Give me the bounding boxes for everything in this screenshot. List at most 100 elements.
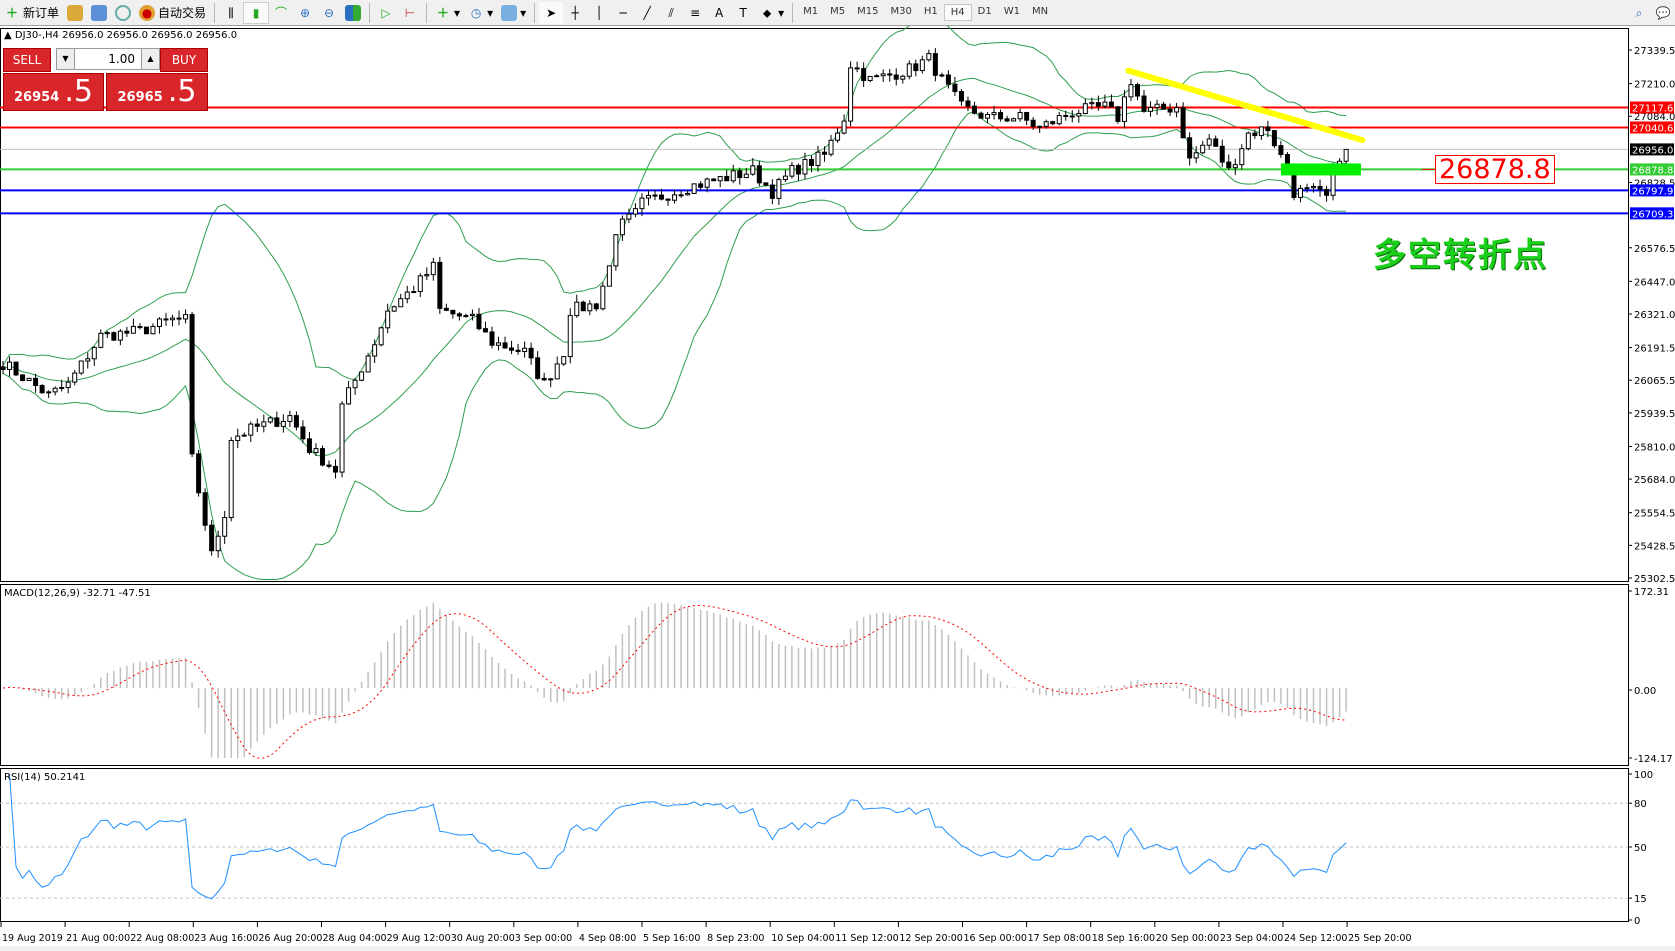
signals-button[interactable] (111, 2, 135, 24)
buy-button[interactable]: BUY (160, 48, 208, 72)
tile-windows-button[interactable] (341, 2, 365, 24)
level-price-tag (1630, 101, 1674, 114)
bear-candle (489, 331, 495, 346)
timeframe-mn[interactable]: MN (1031, 6, 1049, 17)
chat-button[interactable]: 💬 (1651, 2, 1675, 24)
support-zone (1280, 163, 1361, 176)
bear-candle (333, 465, 339, 473)
bull-candle (554, 363, 560, 380)
bull-candle (900, 75, 906, 80)
text-button[interactable]: A (707, 2, 731, 24)
candlestick-button[interactable]: ▮ (243, 1, 270, 24)
lot-increase-button[interactable]: ▲ (141, 49, 159, 69)
bear-candle (482, 328, 488, 333)
level-price-label: 26956.0 (1632, 145, 1673, 156)
periods-button[interactable]: ◷ ▾ (464, 2, 497, 24)
indicators-button[interactable]: ＋ ▾ (437, 5, 461, 20)
horizontal-line-button[interactable]: ─ (611, 2, 635, 24)
bull-candle (1082, 103, 1088, 114)
trendline-button[interactable]: ╱ (635, 2, 659, 24)
bear-candle (763, 182, 769, 186)
market-watch-icon (67, 4, 84, 21)
annotation-text: 多空转折点 (1373, 235, 1548, 274)
templates-button[interactable]: ▾ (497, 2, 530, 24)
time-label: 22 Aug 08:00 (130, 933, 194, 944)
bull-candle (463, 315, 469, 318)
lot-decrease-button[interactable]: ▼ (57, 49, 75, 69)
timeframe-w1[interactable]: W1 (1003, 6, 1020, 17)
bear-candle (1030, 119, 1036, 127)
bull-candle (1193, 152, 1199, 159)
market-watch-button[interactable] (63, 2, 87, 24)
line-chart-button[interactable]: ⌒ (269, 2, 293, 24)
lot-size-input[interactable]: ▼ 1.00 ▲ (56, 48, 160, 70)
cursor-button[interactable]: ➤ (539, 1, 564, 24)
navigator-button[interactable] (87, 2, 111, 24)
bull-candle (1304, 187, 1310, 190)
vertical-line-button[interactable]: │ (587, 2, 611, 24)
crosshair-button[interactable]: ┼ (563, 2, 587, 24)
bull-candle (352, 379, 358, 389)
new-order-icon: ＋ (5, 5, 18, 20)
bull-candle (287, 415, 293, 422)
timeframe-h4[interactable]: H4 (943, 4, 972, 21)
bear-candle (1115, 106, 1121, 122)
timeframe-m1[interactable]: M1 (803, 6, 819, 17)
search-button[interactable]: ⌕ (1627, 2, 1651, 24)
arrows-button[interactable]: ⬥ ▾ (755, 2, 788, 24)
bull-candle (789, 164, 795, 177)
new-order-button[interactable]: ＋ 新订单 (0, 2, 63, 24)
bear-candle (913, 63, 919, 72)
bear-candle (978, 112, 984, 119)
bear-candle (1317, 186, 1323, 190)
trendline-icon: ╱ (643, 5, 651, 20)
time-label: 3 Sep 00:00 (515, 933, 572, 944)
equidistant-channel-button[interactable]: ⫽ (659, 2, 683, 24)
bull-candle (1311, 186, 1317, 189)
auto-trading-button[interactable]: ● 自动交易 (135, 2, 210, 24)
bull-candle (1056, 114, 1062, 125)
bull-candle (841, 120, 847, 134)
bull-candle (65, 381, 71, 388)
lot-value: 1.00 (108, 52, 135, 66)
bull-candle (1154, 103, 1160, 109)
time-label: 4 Sep 08:00 (579, 933, 636, 944)
buy-price-button[interactable]: 26965 .5 (106, 73, 208, 111)
auto-scroll-button[interactable]: ▷ (374, 2, 398, 24)
bear-candle (1095, 102, 1101, 107)
bull-candle (411, 291, 417, 294)
bull-candle (1343, 148, 1349, 162)
bull-candle (1174, 107, 1180, 113)
timeframe-m5[interactable]: M5 (830, 6, 846, 17)
sell-button[interactable]: SELL (3, 48, 51, 72)
bull-candle (632, 208, 638, 215)
navigator-icon (91, 4, 108, 21)
bear-candle (254, 423, 260, 427)
timeframe-h1[interactable]: H1 (923, 6, 938, 17)
timeframe-m15[interactable]: M15 (857, 6, 879, 17)
bull-candle (548, 378, 554, 381)
toolbar: ＋ 新订单 ● 自动交易 ⫼ ▮ ⌒ ⊕ ⊖ ▷ ⊢ ＋ ▾ ◷ ▾ ▾ ➤ ┼ │ ─… (0, 0, 1675, 26)
bear-candle (1004, 118, 1010, 122)
text-label-button[interactable]: T (731, 2, 755, 24)
bollinger-band-lower (2, 110, 1347, 581)
chart-shift-button[interactable]: ⊢ (398, 2, 422, 24)
bull-candle (7, 361, 13, 370)
bull-candle (215, 535, 221, 552)
timeframe-d1[interactable]: D1 (977, 6, 992, 17)
fibonacci-button[interactable]: ≡ (683, 2, 707, 24)
timeframe-m30[interactable]: M30 (890, 6, 912, 17)
bull-candle (170, 317, 176, 321)
new-order-label: 新订单 (23, 6, 60, 20)
sell-price-button[interactable]: 26954 .5 (3, 73, 104, 111)
price-tick-label: 26065.5 (1634, 376, 1675, 387)
bull-candle (828, 139, 834, 155)
bear-candle (1226, 161, 1232, 169)
zoom-out-button[interactable]: ⊖ (317, 2, 341, 24)
time-label: 11 Sep 12:00 (835, 933, 898, 944)
zoom-in-button[interactable]: ⊕ (293, 2, 317, 24)
bar-chart-button[interactable]: ⫼ (219, 2, 243, 24)
bull-candle (313, 448, 319, 454)
bull-candle (776, 179, 782, 199)
